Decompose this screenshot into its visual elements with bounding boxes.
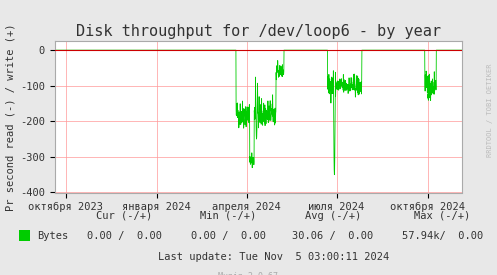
Text: RRDTOOL / TOBI OETIKER: RRDTOOL / TOBI OETIKER — [487, 63, 493, 157]
Text: Last update: Tue Nov  5 03:00:11 2024: Last update: Tue Nov 5 03:00:11 2024 — [158, 252, 389, 262]
Text: Bytes: Bytes — [37, 231, 69, 241]
Text: 57.94k/  0.00: 57.94k/ 0.00 — [402, 231, 483, 241]
Text: 30.06 /  0.00: 30.06 / 0.00 — [292, 231, 374, 241]
Y-axis label: Pr second read (-) / write (+): Pr second read (-) / write (+) — [6, 23, 16, 211]
Text: 0.00 /  0.00: 0.00 / 0.00 — [87, 231, 162, 241]
Title: Disk throughput for /dev/loop6 - by year: Disk throughput for /dev/loop6 - by year — [76, 24, 441, 39]
Text: Cur (-/+): Cur (-/+) — [96, 211, 153, 221]
Text: Munin 2.0.67: Munin 2.0.67 — [219, 272, 278, 275]
Text: 0.00 /  0.00: 0.00 / 0.00 — [191, 231, 266, 241]
Text: Max (-/+): Max (-/+) — [414, 211, 471, 221]
Text: Avg (-/+): Avg (-/+) — [305, 211, 361, 221]
Text: Min (-/+): Min (-/+) — [200, 211, 257, 221]
